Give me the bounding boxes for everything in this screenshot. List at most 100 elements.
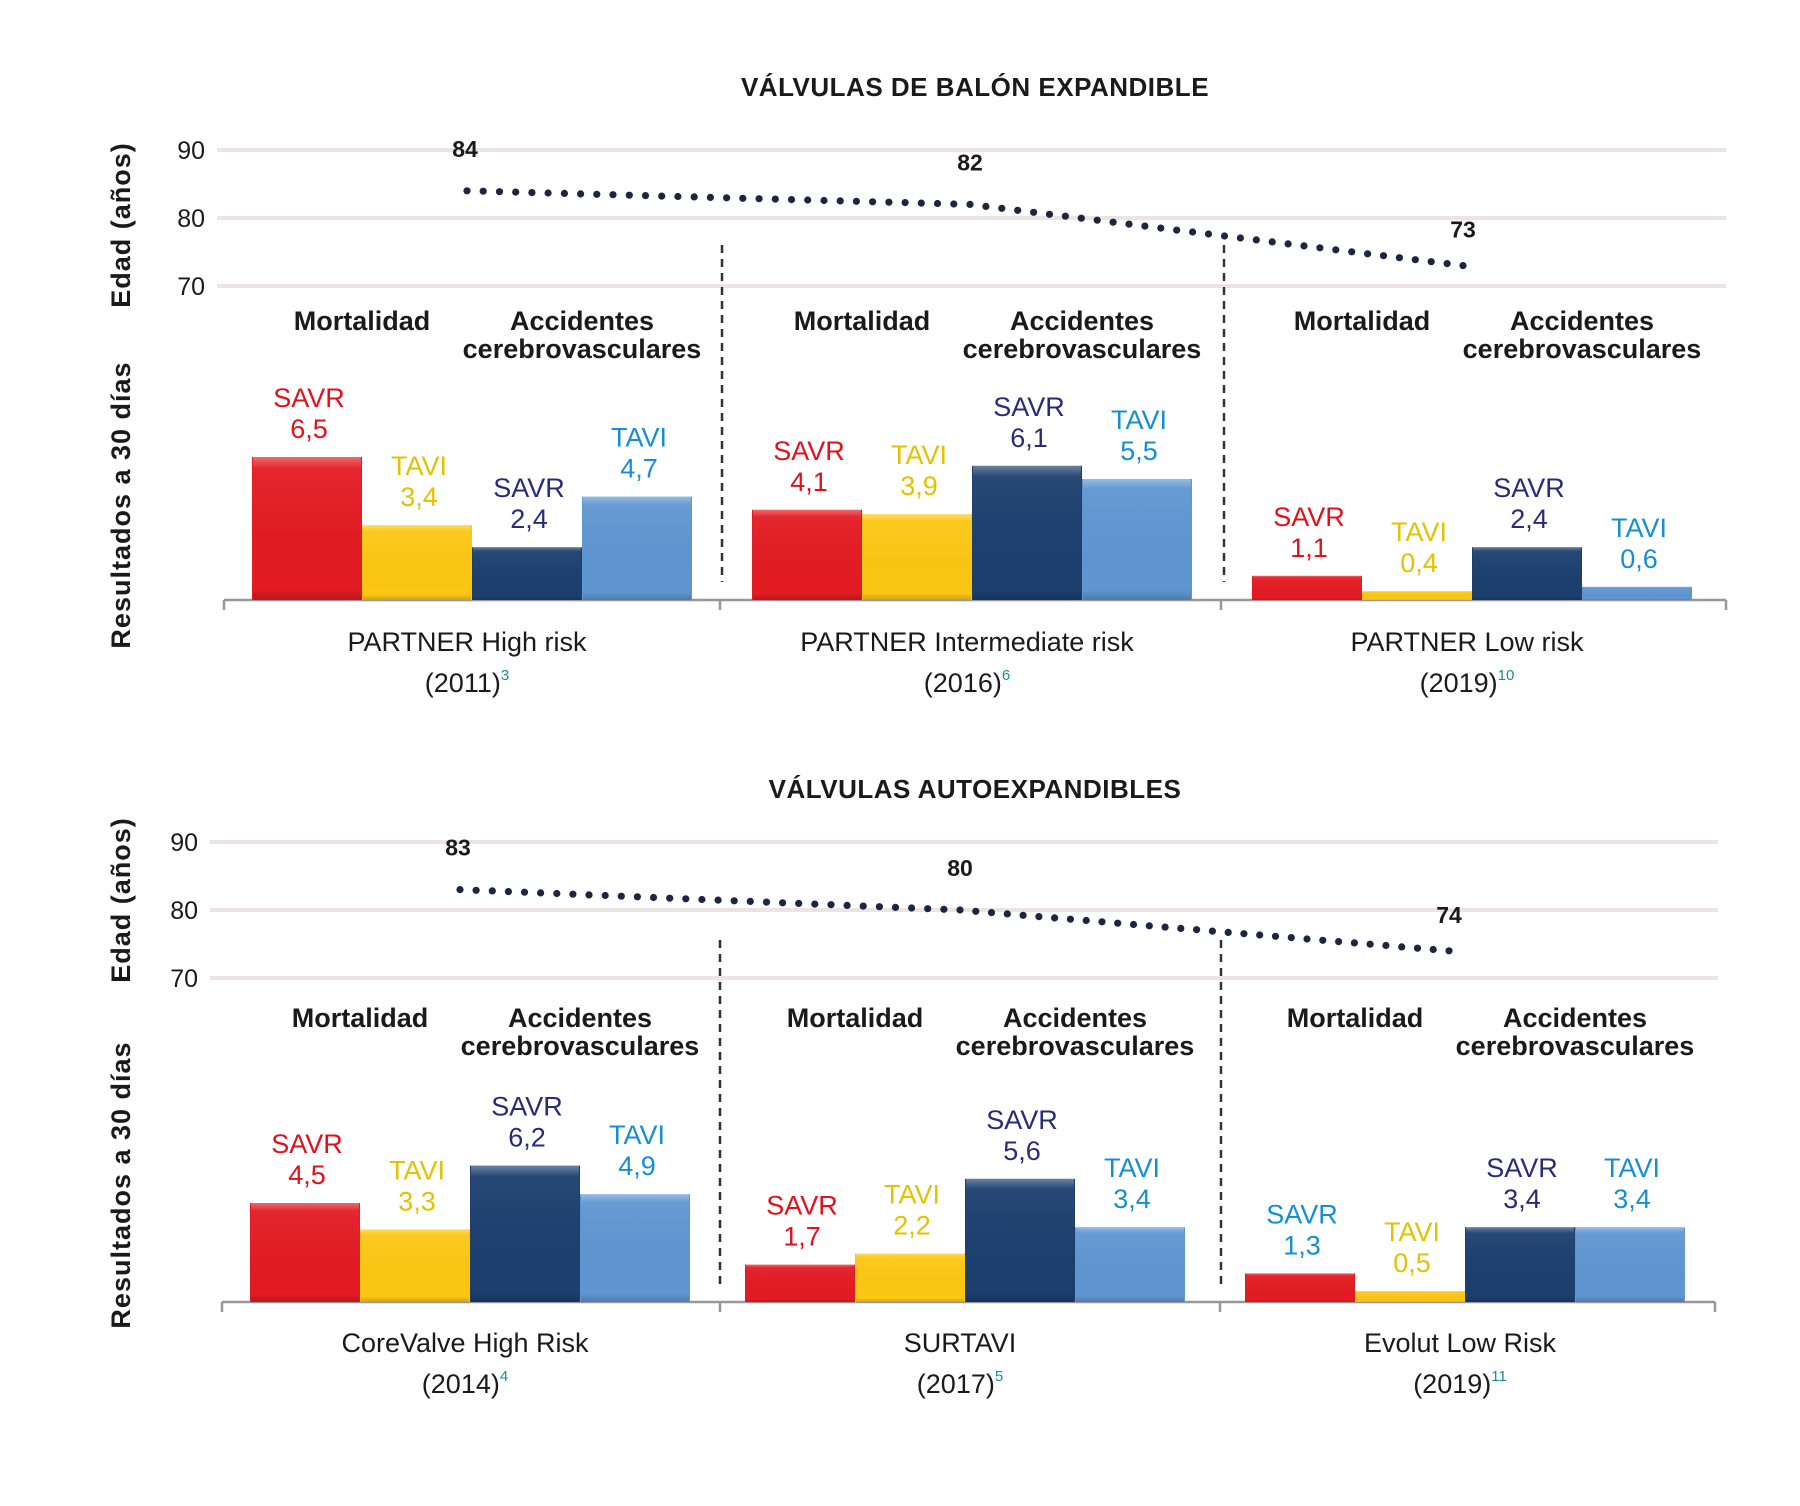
bar-highlight bbox=[966, 1178, 1074, 1302]
age-dot bbox=[762, 898, 771, 906]
age-tick-label: 90 bbox=[177, 137, 205, 165]
bar-highlight bbox=[583, 496, 691, 600]
age-dot bbox=[1268, 238, 1276, 246]
age-dot bbox=[852, 197, 861, 205]
bar-series-label: TAVI bbox=[884, 1180, 940, 1210]
age-dot bbox=[601, 891, 609, 900]
group-header-mortality: Mortalidad bbox=[294, 306, 431, 336]
trial-year-label: (2014)4 bbox=[422, 1368, 508, 1399]
age-dot bbox=[1240, 930, 1248, 938]
bar-value-label: 2,2 bbox=[893, 1211, 931, 1241]
age-dot bbox=[966, 200, 974, 208]
age-dot bbox=[987, 909, 996, 917]
bar-value-label: 1,1 bbox=[1290, 533, 1328, 563]
bar-series-label: SAVR bbox=[1273, 502, 1345, 532]
age-dot bbox=[1413, 944, 1422, 952]
group-header-mortality: Mortalidad bbox=[787, 1003, 924, 1033]
age-dot bbox=[811, 900, 819, 908]
bar-value-label: 1,7 bbox=[783, 1222, 821, 1252]
age-dot bbox=[674, 192, 682, 201]
trial-year: (2019) bbox=[1420, 668, 1498, 698]
age-dot bbox=[1443, 260, 1451, 268]
age-dot bbox=[908, 904, 916, 912]
trial-year: (2014) bbox=[422, 1369, 500, 1399]
trial-year-label: (2016)6 bbox=[924, 667, 1010, 698]
age-dot bbox=[820, 196, 828, 205]
age-dot bbox=[1236, 234, 1244, 242]
bar-value-label: 2,4 bbox=[510, 504, 548, 534]
age-dot bbox=[585, 891, 593, 899]
age-value-label: 82 bbox=[957, 149, 983, 175]
bar-series-label: TAVI bbox=[389, 1155, 445, 1185]
bar-series-label: TAVI bbox=[1391, 517, 1447, 547]
bar-highlight bbox=[1083, 479, 1191, 600]
age-dot bbox=[1093, 216, 1101, 224]
bar-highlight bbox=[1076, 1227, 1184, 1302]
age-dot bbox=[528, 189, 536, 197]
bar-highlight bbox=[1583, 586, 1691, 600]
age-dot bbox=[1284, 240, 1292, 248]
age-dot bbox=[1335, 938, 1343, 946]
age-dot bbox=[1157, 224, 1165, 232]
bar-series-label: SAVR bbox=[1486, 1153, 1558, 1183]
chart-panel-1: VÁLVULAS DE BALÓN EXPANDIBLE Edad (años) R… bbox=[106, 72, 1728, 698]
age-dot bbox=[1061, 212, 1069, 220]
bar-series-label: SAVR bbox=[273, 383, 345, 413]
chart-panel-2: VÁLVULAS AUTOEXPANDIBLES Edad (años) Resul… bbox=[106, 774, 1718, 1399]
age-dot bbox=[998, 204, 1006, 212]
bar-value-label: 2,4 bbox=[1510, 504, 1548, 534]
age-dot bbox=[520, 888, 529, 896]
bar-value-label: 4,1 bbox=[790, 467, 828, 497]
trial-reference-superscript: 10 bbox=[1498, 667, 1515, 684]
age-dot bbox=[1114, 919, 1122, 927]
trial-year: (2011) bbox=[425, 668, 501, 698]
age-dot bbox=[1398, 943, 1406, 951]
age-dot bbox=[1379, 252, 1388, 260]
age-dot bbox=[804, 196, 812, 204]
bar-value-label: 4,7 bbox=[620, 454, 658, 484]
age-dot bbox=[730, 897, 738, 905]
group-header-stroke-line2: cerebrovasculares bbox=[956, 1031, 1195, 1061]
bar-value-label: 3,4 bbox=[1503, 1184, 1541, 1214]
trial-name-label: CoreValve High Risk bbox=[341, 1328, 589, 1358]
age-dot bbox=[875, 903, 884, 911]
age-dot bbox=[690, 193, 698, 201]
group-header-stroke: Accidentes bbox=[1510, 306, 1654, 336]
group-header-stroke-line2: cerebrovasculares bbox=[963, 334, 1202, 364]
group-header-stroke-line2: cerebrovasculares bbox=[1456, 1031, 1695, 1061]
trial-reference-superscript: 5 bbox=[995, 1368, 1003, 1385]
chart-title: VÁLVULAS AUTOEXPANDIBLES bbox=[769, 774, 1182, 804]
age-dot bbox=[1035, 913, 1043, 921]
bar-highlight bbox=[1356, 1291, 1464, 1302]
bar-highlight bbox=[1253, 575, 1361, 600]
age-dot bbox=[1145, 922, 1153, 930]
age-dot bbox=[1395, 254, 1403, 262]
age-dot bbox=[1382, 941, 1390, 950]
bar-series-label: TAVI bbox=[1384, 1217, 1440, 1247]
age-dot bbox=[1193, 926, 1201, 934]
bar-highlight bbox=[363, 525, 471, 600]
bar-value-label: 6,1 bbox=[1010, 423, 1048, 453]
bar-highlight bbox=[1473, 547, 1581, 600]
group-header-stroke-line2: cerebrovasculares bbox=[461, 1031, 700, 1061]
bar-value-label: 5,6 bbox=[1003, 1136, 1041, 1166]
y-axis-label-age: Edad (años) bbox=[106, 817, 136, 983]
bar-value-label: 6,5 bbox=[290, 414, 328, 444]
bar-series-label: SAVR bbox=[271, 1129, 343, 1159]
age-dot bbox=[698, 895, 706, 904]
bar-highlight bbox=[1576, 1227, 1684, 1302]
bar-series-label: SAVR bbox=[1493, 473, 1565, 503]
bar-value-label: 1,3 bbox=[1283, 1230, 1321, 1260]
bar-series-label: SAVR bbox=[491, 1092, 563, 1122]
age-dot bbox=[1350, 939, 1358, 947]
age-dot bbox=[1177, 924, 1185, 933]
age-tick-label: 80 bbox=[177, 205, 205, 233]
age-value-label: 80 bbox=[947, 855, 973, 881]
age-dot bbox=[706, 193, 715, 201]
age-dot bbox=[1208, 927, 1216, 935]
bar-highlight bbox=[251, 1203, 359, 1302]
bar-value-label: 4,9 bbox=[618, 1151, 656, 1181]
age-dot bbox=[1045, 210, 1054, 218]
